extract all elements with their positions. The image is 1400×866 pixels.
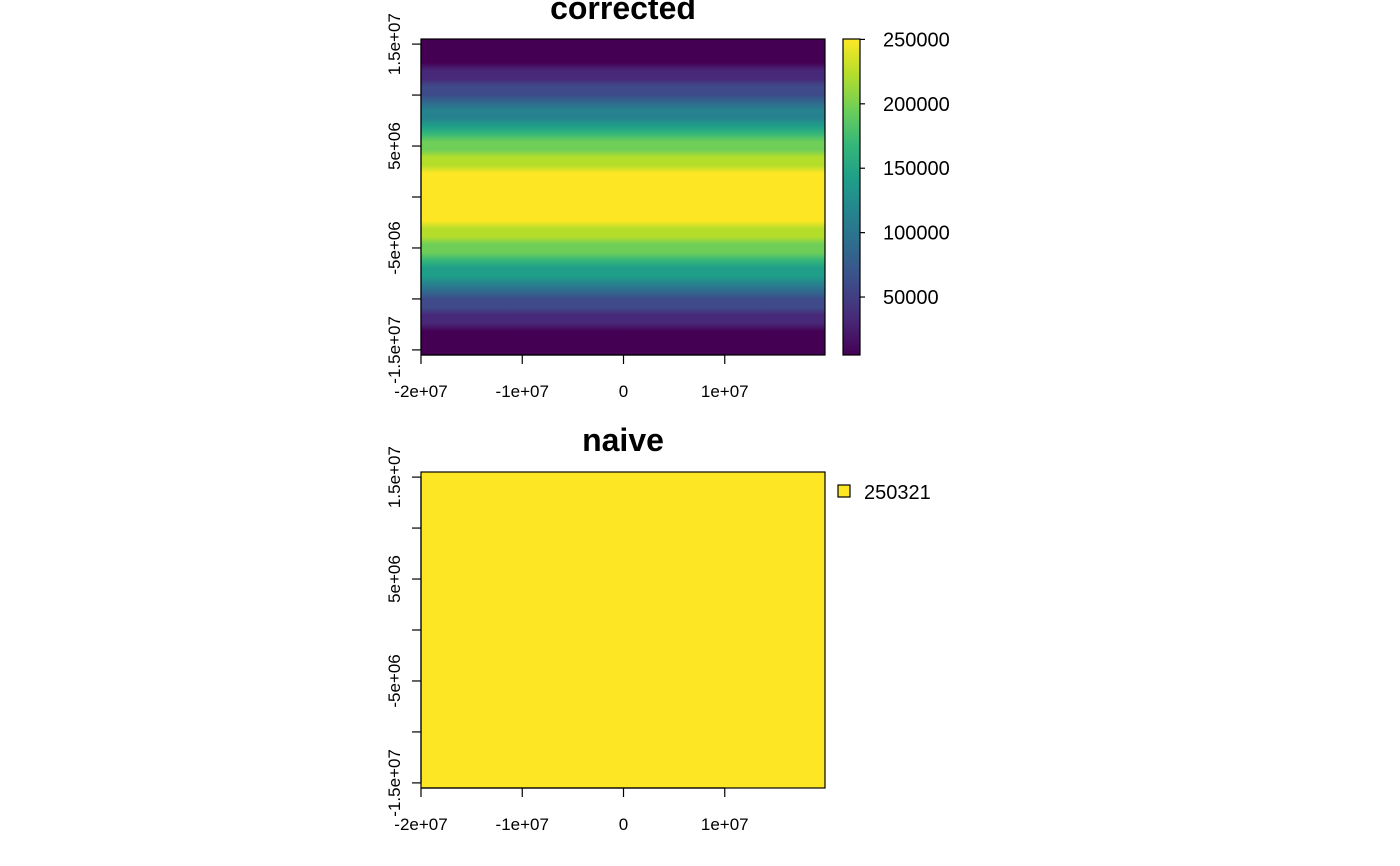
y-tick-label: 1.5e+07 (385, 446, 404, 508)
colorbar-tick-label: 200000 (883, 94, 950, 116)
y-axis: 1.5e+07 5e+06 -5e+06 -1.5e+07 (385, 13, 422, 384)
colorbar-ramp (843, 39, 860, 355)
x-tick-label: -2e+07 (394, 815, 447, 834)
x-tick-label: -2e+07 (394, 382, 447, 401)
panel-title: corrected (550, 0, 696, 26)
x-axis: -2e+07 -1e+07 0 1e+07 (394, 354, 749, 401)
colorbar-tick-label: 100000 (883, 223, 950, 245)
y-tick-label: -5e+06 (385, 654, 404, 707)
colorbar-tick-label: 250000 (883, 29, 950, 51)
x-tick-label: -1e+07 (496, 382, 549, 401)
y-tick-label: 1.5e+07 (385, 13, 404, 75)
y-tick-label: 5e+06 (385, 122, 404, 170)
x-tick-label: 0 (619, 815, 628, 834)
colorbar: 50000 100000 150000 200000 250000 (842, 29, 950, 356)
colorbar-ticks: 50000 100000 150000 200000 250000 (860, 29, 950, 309)
x-tick-label: 1e+07 (701, 382, 749, 401)
y-tick-label: -5e+06 (385, 221, 404, 274)
legend-swatch (837, 484, 851, 498)
y-tick-label: -1.5e+07 (385, 749, 404, 817)
x-tick-label: 1e+07 (701, 815, 749, 834)
colorbar-frame (842, 38, 861, 356)
x-axis: -2e+07 -1e+07 0 1e+07 (394, 787, 749, 834)
x-tick-label: 0 (619, 382, 628, 401)
colorbar-tick-label: 50000 (883, 287, 939, 309)
x-tick-label: -1e+07 (496, 815, 549, 834)
y-tick-label: 5e+06 (385, 555, 404, 603)
y-tick-label: -1.5e+07 (385, 316, 404, 384)
colorbar-tick-label: 150000 (883, 158, 950, 180)
corrected-panel: corrected -2e+07 -1e+07 0 1e+07 1.5e+07 5e+0… (385, 0, 950, 401)
y-axis: 1.5e+07 5e+06 -5e+06 -1.5e+07 (385, 446, 422, 817)
panel-title: naive (582, 422, 664, 458)
raster-image (421, 39, 825, 355)
legend: 250321 (837, 482, 931, 504)
legend-label: 250321 (864, 482, 931, 504)
raster-image (421, 472, 825, 788)
naive-panel: naive -2e+07 -1e+07 0 1e+07 1.5e+07 5e+06 -5e… (385, 422, 931, 834)
